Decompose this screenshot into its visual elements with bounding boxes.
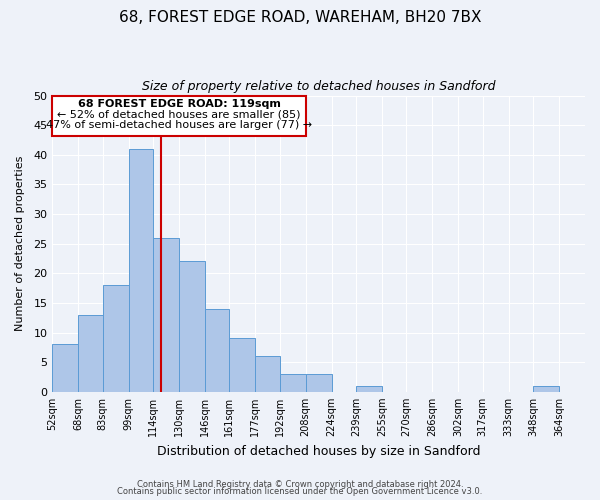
Bar — [153, 238, 179, 392]
Bar — [280, 374, 305, 392]
Bar — [179, 262, 205, 392]
Bar — [305, 374, 332, 392]
Text: ← 52% of detached houses are smaller (85): ← 52% of detached houses are smaller (85… — [57, 110, 301, 120]
Y-axis label: Number of detached properties: Number of detached properties — [15, 156, 25, 332]
Text: Contains public sector information licensed under the Open Government Licence v3: Contains public sector information licen… — [118, 488, 482, 496]
Bar — [128, 149, 153, 392]
Title: Size of property relative to detached houses in Sandford: Size of property relative to detached ho… — [142, 80, 496, 93]
Bar — [356, 386, 382, 392]
Bar — [229, 338, 256, 392]
Bar — [52, 344, 79, 392]
Text: Contains HM Land Registry data © Crown copyright and database right 2024.: Contains HM Land Registry data © Crown c… — [137, 480, 463, 489]
Text: 47% of semi-detached houses are larger (77) →: 47% of semi-detached houses are larger (… — [46, 120, 312, 130]
Bar — [533, 386, 559, 392]
Bar — [256, 356, 280, 392]
Text: 68, FOREST EDGE ROAD, WAREHAM, BH20 7BX: 68, FOREST EDGE ROAD, WAREHAM, BH20 7BX — [119, 10, 481, 25]
Bar — [103, 285, 128, 392]
Bar — [205, 309, 229, 392]
Text: 68 FOREST EDGE ROAD: 119sqm: 68 FOREST EDGE ROAD: 119sqm — [77, 99, 280, 109]
Bar — [79, 315, 103, 392]
FancyBboxPatch shape — [52, 96, 305, 136]
X-axis label: Distribution of detached houses by size in Sandford: Distribution of detached houses by size … — [157, 444, 481, 458]
